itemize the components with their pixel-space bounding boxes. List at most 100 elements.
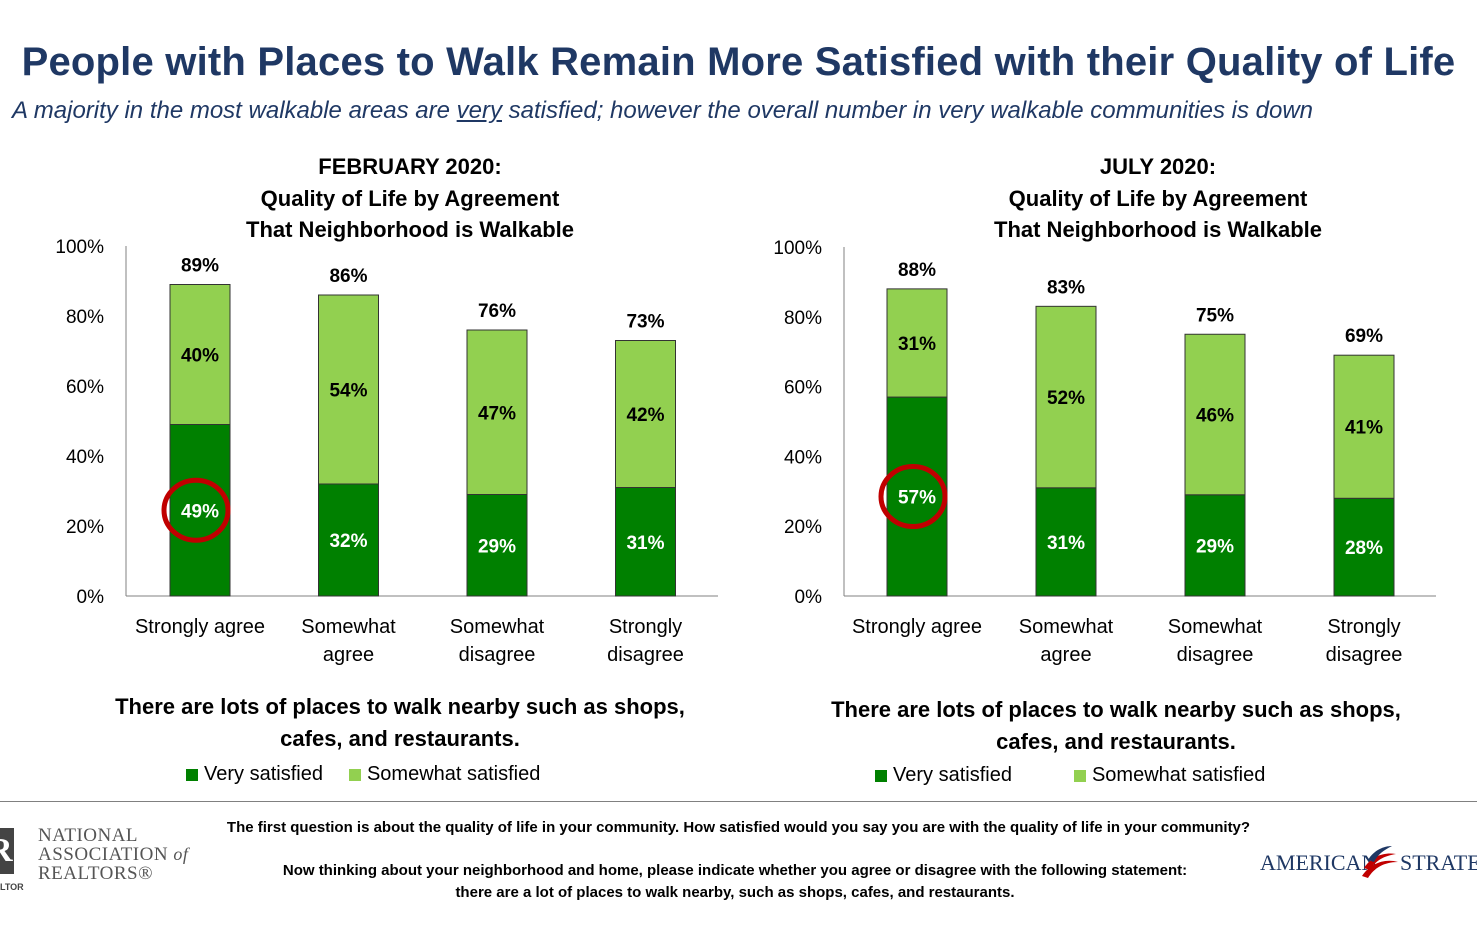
data-label-somewhat-satisfied: 47% [478, 403, 516, 424]
statement-line: There are lots of places to walk nearby … [115, 694, 685, 719]
footer-question-1: The first question is about the quality … [226, 819, 1251, 836]
x-category-label: Somewhat [1019, 616, 1114, 638]
bar-segment-somewhat-satisfied [615, 340, 676, 488]
x-category-label: Strongly agree [852, 616, 982, 638]
american-strategies-logo: AMERICAN STRATEGIES [1258, 840, 1477, 884]
statement-line: There are lots of places to walk nearby … [831, 697, 1401, 722]
data-label-very-satisfied: 49% [181, 501, 219, 522]
footer-question-2-line-1: Now thinking about your neighborhood and… [282, 862, 1188, 879]
data-label-very-satisfied: 32% [329, 531, 367, 552]
highlight-circle [161, 477, 231, 543]
bar-segment-very-satisfied [1184, 494, 1246, 597]
highlight-circle [878, 464, 948, 530]
data-label-very-satisfied: 31% [1047, 533, 1085, 554]
subtitle-before: A majority in the most walkable areas ar… [12, 97, 457, 124]
slide-subtitle: A majority in the most walkable areas ar… [12, 97, 1477, 125]
bar-segment-somewhat-satisfied [318, 294, 379, 485]
x-category-label: disagree [1326, 644, 1403, 666]
bar-segment-somewhat-satisfied [1184, 333, 1246, 496]
x-category-label: Somewhat [301, 616, 396, 638]
legend-item-very-satisfied: Very satisfied [186, 763, 323, 786]
data-label-somewhat-satisfied: 41% [1345, 418, 1383, 439]
x-category-label: disagree [1177, 644, 1254, 666]
bar-segment-somewhat-satisfied [886, 288, 948, 398]
bar-segment-somewhat-satisfied [1035, 305, 1097, 489]
legend-february: Very satisfied Somewhat satisfied [186, 763, 566, 786]
nar-logo: NATIONAL ASSOCIATION of REALTORS® LTOR [0, 826, 215, 896]
data-label-total: 83% [1047, 277, 1085, 298]
y-tick-label: 60% [784, 378, 822, 399]
x-category-label: Strongly agree [135, 616, 265, 638]
data-label-somewhat-satisfied: 42% [626, 405, 664, 426]
bar-segment-very-satisfied [886, 396, 948, 597]
subtitle-underlined: very [456, 97, 502, 124]
y-tick-label: 40% [66, 447, 104, 468]
statement-july: There are lots of places to walk nearby … [786, 694, 1446, 757]
y-tick-label: 20% [66, 517, 104, 538]
legend-swatch-light-green [348, 768, 361, 781]
bar-segment-somewhat-satisfied [1333, 354, 1395, 499]
chart-title-july: JULY 2020: Quality of Life by Agreement … [898, 151, 1418, 246]
x-category-label: Somewhat [1168, 616, 1263, 638]
y-tick-label: 80% [66, 307, 104, 328]
y-tick-label: 100% [773, 238, 822, 259]
legend-swatch-dark-green [186, 768, 198, 781]
chart-february-2020: 0% 20% 40% 60% 80% 100% 49% 40% 89% Strongly agre… [55, 237, 718, 666]
x-category-label: agree [323, 644, 374, 666]
legend-label: Somewhat satisfied [1091, 764, 1266, 786]
y-tick-label: 20% [784, 517, 822, 538]
slide-title: People with Places to Walk Remain More S… [21, 40, 1456, 84]
data-label-total: 73% [626, 312, 664, 333]
bar-segment-somewhat-satisfied [466, 329, 528, 495]
y-tick-label: 60% [66, 377, 104, 398]
footer-question-2-line-2: there are a lot of places to walk nearby… [455, 884, 1015, 901]
y-tick-label: 0% [795, 587, 823, 608]
data-label-somewhat-satisfied: 54% [329, 381, 367, 402]
data-label-total: 89% [181, 256, 219, 277]
logo-word: AMERICAN [1260, 850, 1378, 875]
legend-label: Somewhat satisfied [366, 763, 541, 785]
bar-segment-very-satisfied [466, 494, 528, 597]
nar-logo-line: ASSOCIATION of [38, 844, 189, 865]
flag-swoosh-icon [1362, 846, 1398, 878]
statement-line: cafes, and restaurants. [996, 728, 1236, 754]
chart-title-line: That Neighborhood is Walkable [994, 217, 1322, 242]
chart-title-line: FEBRUARY 2020: [318, 154, 502, 179]
bar-segment-somewhat-satisfied [169, 284, 231, 425]
chart-title-february: FEBRUARY 2020: Quality of Life by Agreem… [150, 151, 670, 246]
x-category-label: Somewhat [450, 616, 545, 638]
data-label-total: 86% [329, 266, 367, 287]
data-label-somewhat-satisfied: 31% [898, 334, 936, 355]
x-category-label: Strongly [609, 616, 682, 638]
nar-logo-word: of [173, 844, 189, 864]
y-tick-label: 0% [77, 587, 105, 608]
nar-logo-word: ASSOCIATION [38, 844, 169, 865]
x-category-label: disagree [607, 644, 684, 666]
legend-label: Very satisfied [893, 764, 1012, 786]
legend-july: Very satisfied Somewhat satisfied [875, 764, 1291, 787]
data-label-total: 69% [1345, 326, 1383, 347]
footer-divider [0, 801, 1477, 802]
legend-item-somewhat-satisfied: Somewhat satisfied [1073, 764, 1266, 787]
chart-july-2020: 0% 20% 40% 60% 80% 100% 57% 31% 88% Strongly agre… [773, 238, 1436, 666]
legend-item-somewhat-satisfied: Somewhat satisfied [348, 763, 541, 786]
bar-segment-very-satisfied [318, 483, 379, 597]
x-category-label: agree [1040, 644, 1091, 666]
chart-title-line: Quality of Life by Agreement [260, 185, 560, 211]
statement-february: There are lots of places to walk nearby … [70, 691, 730, 754]
data-label-very-satisfied: 31% [626, 533, 664, 554]
realtor-r-mark-icon [0, 828, 14, 874]
data-label-somewhat-satisfied: 46% [1196, 406, 1234, 427]
nar-logo-line: REALTORS® [38, 863, 154, 884]
nar-logo-mark-text: LTOR [0, 882, 24, 892]
data-label-very-satisfied: 29% [1196, 536, 1234, 557]
chart-title-line: Quality of Life by Agreement [1008, 185, 1308, 211]
data-label-very-satisfied: 28% [1345, 538, 1383, 559]
y-tick-label: 80% [784, 308, 822, 329]
statement-line: cafes, and restaurants. [280, 725, 520, 751]
data-label-very-satisfied: 29% [478, 536, 516, 557]
x-category-label: Strongly [1327, 616, 1400, 638]
legend-swatch-dark-green [875, 769, 887, 782]
chart-title-line: JULY 2020: [1099, 154, 1217, 179]
data-label-total: 76% [478, 301, 516, 322]
